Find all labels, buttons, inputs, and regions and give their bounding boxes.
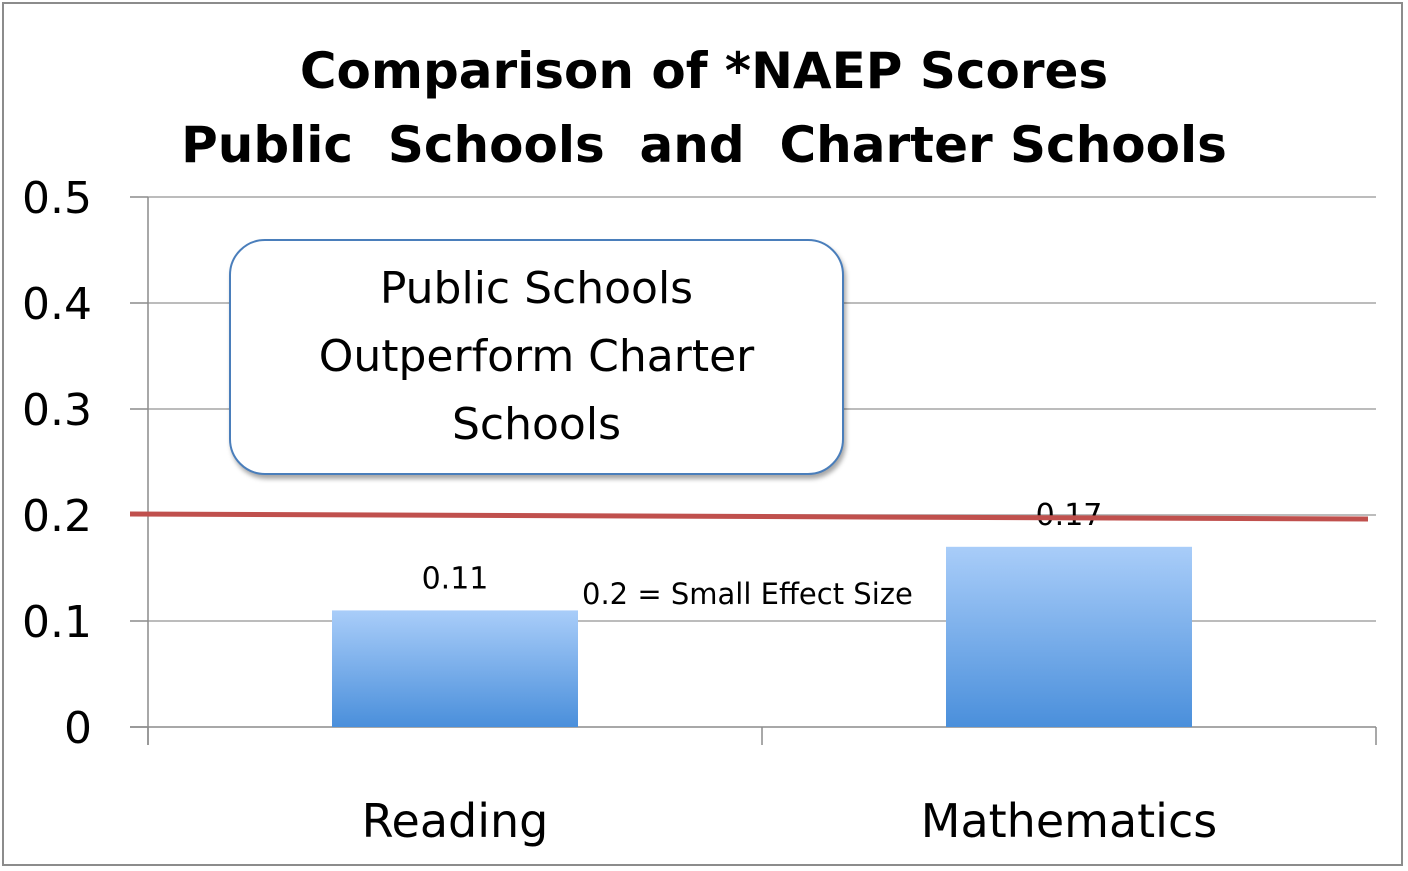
annotation-text: Public Schools Outperform Charter School… (318, 263, 755, 450)
reference-line (129, 511, 1369, 522)
y-tick-label: 0.4 (22, 279, 92, 330)
data-label: 0.11 (422, 561, 489, 596)
x-category-label: Reading (362, 794, 549, 848)
bar-mathematics (946, 546, 1192, 727)
chart-title-line-1: Comparison of *NAEP Scores (299, 42, 1109, 100)
y-tick-label: 0.1 (22, 597, 92, 648)
y-tick-label: 0.3 (22, 385, 92, 436)
annotation-callout: Public Schools Outperform Charter School… (229, 239, 844, 475)
y-tick-label: 0 (64, 703, 92, 754)
bar-reading (332, 610, 578, 727)
reference-line-label: 0.2 = Small Effect Size (582, 577, 913, 611)
chart-title-line-2: Public Schools and Charter Schools (181, 116, 1227, 174)
y-tick-label: 0.5 (22, 173, 92, 224)
x-category-label: Mathematics (921, 794, 1217, 848)
y-tick-label: 0.2 (22, 491, 92, 542)
